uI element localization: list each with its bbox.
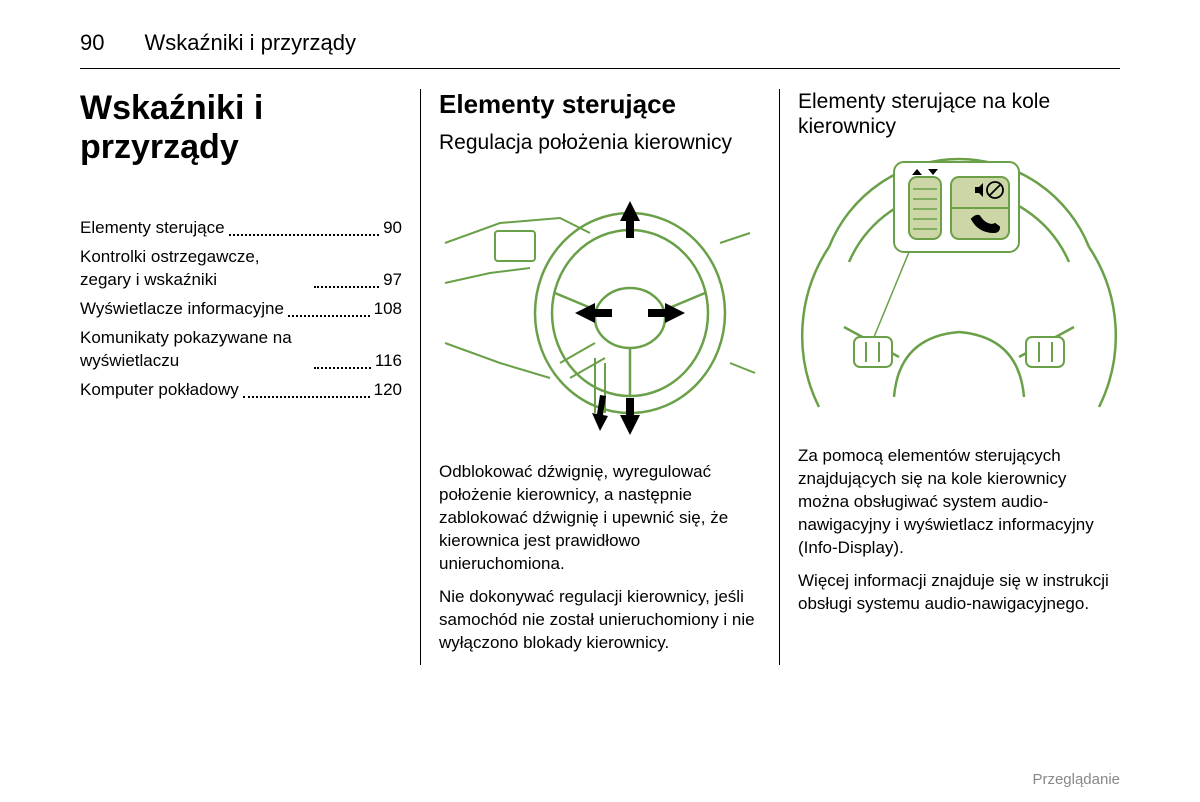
toc-entry: Komputer pokładowy 120 bbox=[80, 379, 402, 402]
body-paragraph: Nie dokonywać regulacji kierownicy, jeśl… bbox=[439, 586, 761, 655]
steering-wheel-controls-illustration bbox=[798, 147, 1120, 427]
toc-entry: Wyświetlacze informacyjne 108 bbox=[80, 298, 402, 321]
toc-label: Komunikaty pokazywane na wyświetlaczu bbox=[80, 327, 310, 373]
column-right: Elementy sterujące na kole kierownicy bbox=[780, 89, 1120, 665]
body-paragraph: Więcej informacji znajduje się w instruk… bbox=[798, 570, 1120, 616]
subsection-title: Elementy sterujące na kole kierownicy bbox=[798, 89, 1120, 139]
page-number: 90 bbox=[80, 30, 104, 56]
section-title: Elementy sterujące bbox=[439, 89, 761, 120]
toc-label: Kontrolki ostrzegawcze, zegary i wskaźni… bbox=[80, 246, 310, 292]
toc-page: 90 bbox=[383, 217, 402, 240]
body-paragraph: Za pomocą elementów sterujących znajdują… bbox=[798, 445, 1120, 560]
page-container: 90 Wskaźniki i przyrządy Wskaźniki i prz… bbox=[0, 0, 1200, 685]
toc-label: Elementy sterujące bbox=[80, 217, 225, 240]
content-columns: Wskaźniki i przyrządy Elementy sterujące… bbox=[80, 89, 1120, 665]
toc-entry: Elementy sterujące 90 bbox=[80, 217, 402, 240]
subsection-title: Regulacja położenia kierownicy bbox=[439, 130, 761, 155]
toc-entry: Kontrolki ostrzegawcze, zegary i wskaźni… bbox=[80, 246, 402, 292]
toc-leader bbox=[288, 315, 370, 317]
toc-label: Komputer pokładowy bbox=[80, 379, 239, 402]
toc-entry: Komunikaty pokazywane na wyświetlaczu 11… bbox=[80, 327, 402, 373]
toc-label: Wyświetlacze informacyjne bbox=[80, 298, 284, 321]
toc-page: 97 bbox=[383, 269, 402, 292]
running-title: Wskaźniki i przyrządy bbox=[144, 30, 355, 56]
toc-leader bbox=[314, 286, 379, 288]
page-header: 90 Wskaźniki i przyrządy bbox=[80, 30, 1120, 69]
toc-leader bbox=[314, 367, 371, 369]
steering-wheel-adjustment-illustration bbox=[439, 163, 761, 443]
toc-leader bbox=[243, 396, 370, 398]
toc-page: 116 bbox=[375, 350, 402, 373]
body-paragraph: Odblokować dźwignię, wyregulować położen… bbox=[439, 461, 761, 576]
toc-leader bbox=[229, 234, 380, 236]
toc-page: 120 bbox=[374, 379, 402, 402]
column-middle: Elementy sterujące Regulacja położenia k… bbox=[421, 89, 780, 665]
column-left: Wskaźniki i przyrządy Elementy sterujące… bbox=[80, 89, 421, 665]
chapter-title: Wskaźniki i przyrządy bbox=[80, 89, 402, 167]
footer-label: Przeglądanie bbox=[1032, 771, 1120, 788]
toc-page: 108 bbox=[374, 298, 402, 321]
